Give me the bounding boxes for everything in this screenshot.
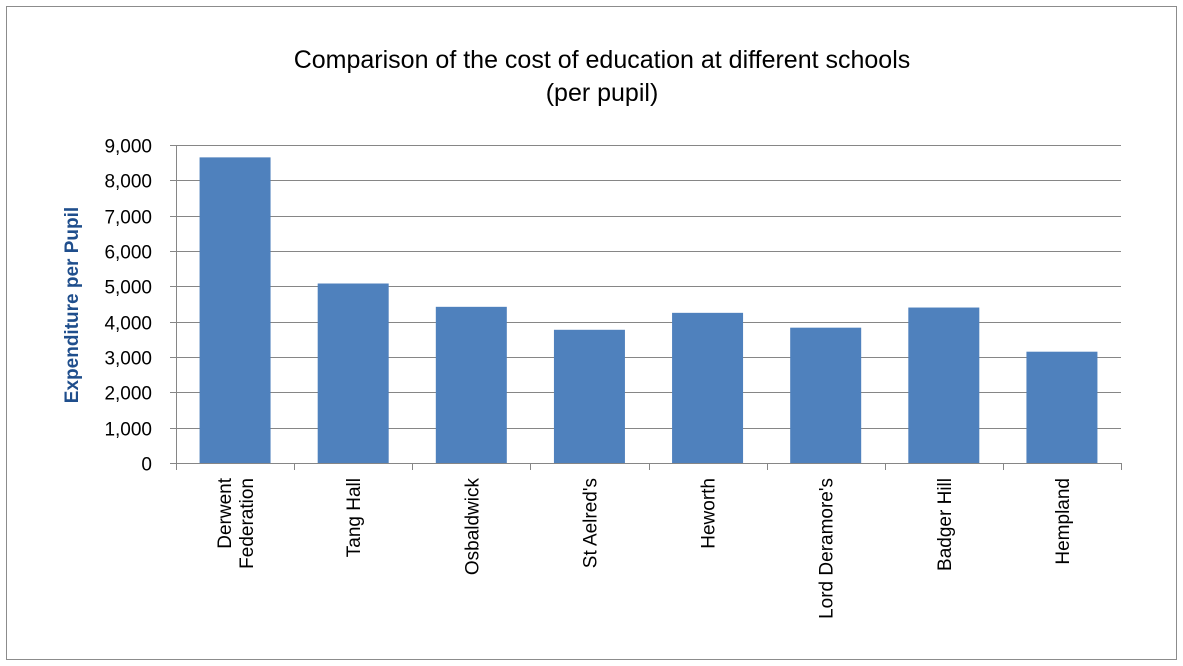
y-tick-label: 8,000 <box>104 172 152 193</box>
x-tick-label: Badger Hill <box>935 478 956 571</box>
chart-title-line-2: (per pupil) <box>546 79 659 107</box>
x-tick-label: St Aelred's <box>580 478 601 568</box>
chart-title-line-1: Comparison of the cost of education at d… <box>294 46 911 74</box>
y-tick-label: 7,000 <box>104 208 152 229</box>
bar <box>672 312 744 463</box>
bar <box>553 329 625 463</box>
x-tick-label: Osbaldwick <box>462 478 483 576</box>
bar <box>435 306 507 463</box>
y-axis-label: Expenditure per Pupil <box>62 207 83 403</box>
x-tick-label: Hempland <box>1053 478 1074 565</box>
bar <box>908 307 980 463</box>
x-tick-label: Lord Deramore's <box>817 478 838 619</box>
bar <box>199 157 271 463</box>
bars <box>199 157 1098 463</box>
axes <box>176 145 1122 470</box>
y-tick-label: 0 <box>141 455 152 476</box>
x-tick-label: Heworth <box>699 478 720 549</box>
y-tick-label: 3,000 <box>104 349 152 370</box>
bar <box>1026 351 1098 463</box>
x-tick-label: Derwent <box>215 477 236 548</box>
y-tick-label: 5,000 <box>104 278 152 299</box>
x-tick-labels: Derwent Federation Tang Hall Osbaldwick St A… <box>215 477 1074 619</box>
y-tick-label: 6,000 <box>104 243 152 264</box>
x-tick-label: Federation <box>237 478 258 569</box>
chart-title: Comparison of the cost of education at d… <box>294 46 911 107</box>
y-tick-labels: 0 1,000 2,000 3,000 4,000 5,000 6,000 7,000 8,00… <box>104 137 152 476</box>
y-tick-label: 9,000 <box>104 137 152 158</box>
y-tick-label: 2,000 <box>104 384 152 405</box>
y-tick-label: 1,000 <box>104 420 152 441</box>
x-tick-label: Tang Hall <box>344 478 365 557</box>
y-tick-label: 4,000 <box>104 314 152 335</box>
bar <box>790 327 862 463</box>
bar <box>317 283 389 463</box>
